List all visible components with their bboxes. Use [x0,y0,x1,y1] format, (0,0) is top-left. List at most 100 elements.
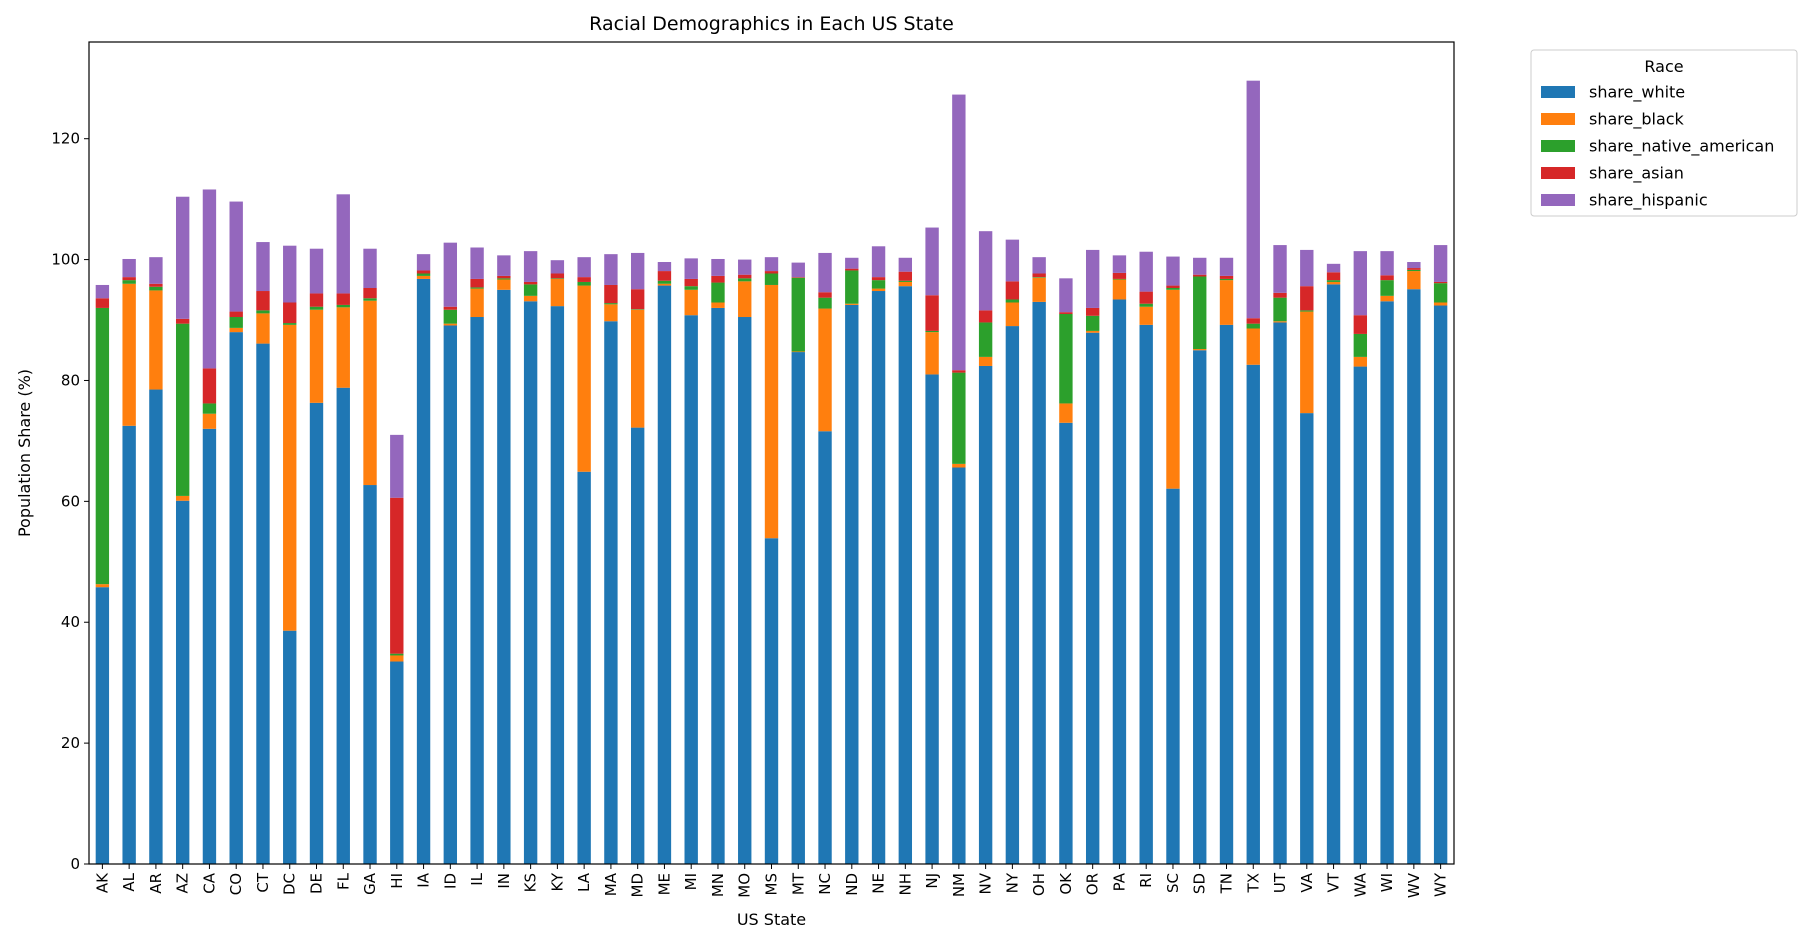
bar-WI-share_hispanic [1380,251,1394,276]
x-tick-label: MT [789,872,807,895]
bar-DC-share_native_american [283,323,297,325]
bar-IA-share_white [416,278,431,864]
x-tick-label: FL [334,872,352,890]
y-tick-label: 20 [61,734,80,752]
bar-HI-share_hispanic [390,434,404,498]
bar-VT-share_white [1326,284,1341,864]
bar-AK-share_white [95,587,110,864]
bar-LA-share_asian [577,277,591,282]
legend-items: share_white share_black share_native_ameri… [1541,83,1774,211]
bar-IA-share_asian [416,270,431,274]
bar-WI-share_native_american [1380,280,1394,296]
bar-MS-share_asian [764,271,779,274]
bar-MS-share_black [764,284,779,539]
x-tick-label: OR [1084,873,1102,895]
bar-NE-share_asian [871,277,886,281]
bar-MI-share_black [684,289,698,316]
bar-MD-share_white [630,427,645,864]
bar-MT-share_native_american [791,277,805,352]
bar-GA-share_asian [363,288,377,299]
bar-IN-share_native_american [497,278,511,280]
bar-WV-share_native_american [1407,269,1421,272]
bar-LA-share_black [577,285,591,472]
legend-swatch [1541,86,1575,98]
x-tick-label: KY [548,872,566,891]
x-tick-label: PA [1110,872,1128,891]
x-tick-label: AK [93,872,111,893]
bar-NC-share_asian [818,292,832,298]
bar-NH-share_asian [898,271,913,281]
bar-SD-share_asian [1193,274,1207,277]
bar-OK-share_hispanic [1059,278,1073,313]
bar-NC-share_black [818,308,832,432]
bar-NV-share_hispanic [978,231,993,311]
x-tick-label: MS [763,873,781,895]
x-tick-label: KS [522,873,540,892]
bar-VA-share_asian [1300,286,1314,311]
bar-ME-share_asian [657,271,672,281]
legend-label: share_black [1589,110,1685,130]
bar-MA-share_asian [604,284,618,304]
bar-OK-share_asian [1059,312,1073,314]
bar-LA-share_white [577,471,591,864]
bar-GA-share_white [363,485,377,864]
bar-CO-share_asian [229,311,243,318]
x-tick-label: GA [361,872,379,895]
legend-swatch [1541,113,1575,125]
bar-NV-share_native_american [978,322,993,357]
bar-WY-share_asian [1433,281,1448,284]
bar-MA-share_white [604,321,618,864]
bar-IA-share_native_american [416,273,431,276]
bar-KY-share_white [550,306,565,864]
bar-MO-share_asian [738,274,752,279]
bar-OH-share_black [1032,277,1046,302]
bar-CT-share_asian [256,291,270,311]
bar-CT-share_hispanic [256,242,270,292]
bar-ME-share_white [657,285,672,865]
bar-IN-share_hispanic [497,255,511,276]
bar-NM-share_white [952,467,966,864]
legend-label: share_hispanic [1589,191,1708,211]
bar-ID-share_black [443,323,458,326]
legend-label: share_asian [1589,164,1684,184]
x-tick-label: DE [308,873,326,894]
bar-IL-share_native_american [470,287,484,289]
bar-OR-share_hispanic [1085,249,1100,308]
x-tick-label: WI [1378,873,1396,892]
bar-MI-share_hispanic [684,258,698,279]
bar-TN-share_white [1219,324,1234,864]
bar-CA-share_native_american [202,403,217,414]
bar-UT-share_native_american [1273,297,1287,322]
bar-GA-share_hispanic [363,248,377,288]
x-tick-label: IA [415,872,433,887]
bar-VT-share_native_american [1326,280,1341,282]
x-tick-label: NJ [923,873,941,889]
bar-OK-share_native_american [1059,313,1073,404]
bar-MN-share_hispanic [711,258,725,276]
x-tick-label: NY [1003,872,1021,893]
bar-ND-share_white [845,304,859,864]
bar-MO-share_black [738,281,752,318]
bar-NE-share_native_american [871,280,886,289]
bar-DC-share_asian [283,302,297,324]
bar-WV-share_white [1407,289,1421,864]
y-tick-label: 100 [51,251,80,269]
x-tick-label: AR [147,873,165,894]
bar-ID-share_hispanic [443,242,458,307]
bar-VT-share_asian [1326,272,1341,281]
bar-CT-share_black [256,313,270,344]
bar-MN-share_black [711,302,725,308]
bar-WY-share_hispanic [1433,245,1448,282]
bar-AR-share_hispanic [149,257,163,284]
bars-layer [95,80,1448,865]
y-tick-label: 0 [70,855,80,873]
bar-NE-share_hispanic [871,246,886,278]
legend-frame [1530,49,1798,217]
bar-WA-share_hispanic [1353,251,1368,316]
bar-AZ-share_hispanic [175,196,190,319]
bar-WA-share_white [1353,366,1368,864]
bar-AL-share_white [122,425,136,864]
bar-MT-share_black [791,351,805,353]
bar-AL-share_asian [122,277,136,281]
